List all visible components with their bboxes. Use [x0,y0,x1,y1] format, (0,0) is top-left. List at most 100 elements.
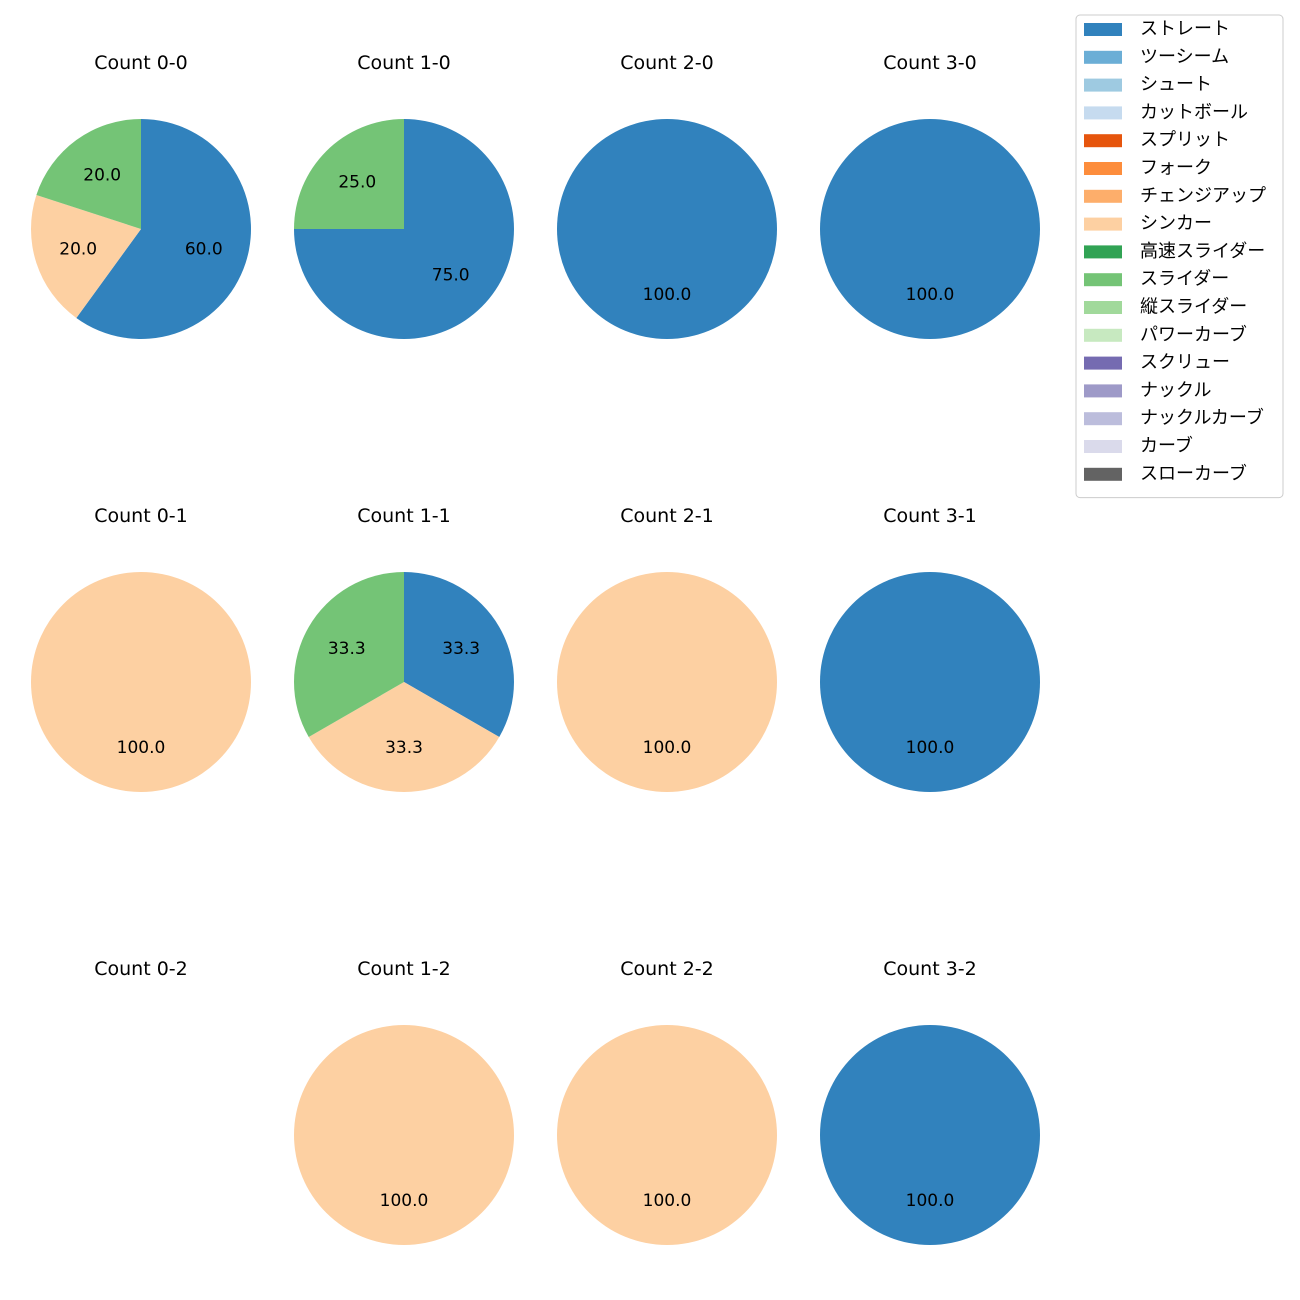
pie-slice [31,572,251,792]
legend-swatch [1084,50,1122,64]
pie-title: Count 0-0 [94,52,188,74]
pie-panel: Count 3-1 100.0 [820,505,1040,792]
pie-slice-label: 100.0 [906,285,955,305]
pie-slice [308,682,500,792]
legend-label: スプリット [1140,130,1230,151]
legend-swatch [1084,217,1122,231]
legend-label: フォーク [1140,158,1212,179]
pie-panel: Count 0-1 100.0 [31,505,251,792]
legend-swatch [1084,412,1122,426]
legend-item: チェンジアップ [1084,185,1266,206]
pie-slice [820,572,1040,792]
legend-swatch [1084,106,1122,120]
pie-title: Count 0-1 [94,505,188,527]
legend-swatch [1084,78,1122,92]
legend-label: シュート [1140,74,1212,95]
pie-slice [820,119,1040,339]
pie-slice-label: 100.0 [380,1191,429,1211]
legend-swatch [1084,23,1122,36]
legend-item: シンカー [1084,213,1212,234]
pie-slice-label: 20.0 [59,239,97,259]
legend: ストレートツーシームシュートカットボールスプリットフォークチェンジアップシンカー… [1075,14,1284,499]
legend-swatch [1084,134,1122,148]
legend-label: ナックル [1140,380,1211,401]
legend-item: カーブ [1084,435,1193,457]
pie-title: Count 3-0 [883,52,977,74]
pie-slice-label: 75.0 [432,266,470,286]
pie-title: Count 3-1 [883,505,977,527]
legend-swatch [1084,384,1122,398]
pie-panel: Count 1-1 33.3 33.3 33.3 [294,505,514,792]
legend-item: シュート [1084,74,1212,95]
pie-panel: Count 1-2 100.0 [294,958,514,1245]
legend-label: カットボール [1140,102,1248,123]
legend-item: フォーク [1084,158,1212,179]
pie-panel: Count 3-2 100.0 [820,958,1040,1245]
legend-label: 縦スライダー [1140,297,1247,318]
pie-title: Count 2-0 [620,52,714,74]
legend-label: ナックルカーブ [1140,407,1264,429]
pie-title: Count 1-0 [357,52,451,74]
pie-panel: Count 2-1 100.0 [557,505,777,792]
pie-slice-label: 100.0 [643,1191,692,1211]
pie-slice [820,1025,1040,1245]
legend-item: カットボール [1084,102,1248,123]
legend-swatch [1084,440,1122,453]
pie-slice-label: 100.0 [906,738,955,758]
pie-slice-label: 100.0 [643,285,692,305]
pie-title: Count 3-2 [883,958,977,980]
legend-label: スローカーブ [1140,462,1247,484]
legend-label: パワーカーブ [1140,323,1247,345]
legend-item: ストレート [1084,19,1230,40]
legend-swatch [1084,301,1122,314]
legend-label: スライダー [1140,269,1229,290]
pie-slice-label: 33.3 [442,639,480,659]
pie-panel: Count 3-0 100.0 [820,52,1040,339]
legend-item: スプリット [1084,130,1230,151]
pie-slice [557,1025,777,1245]
pie-title: Count 2-2 [620,958,714,980]
legend-item: 高速スライダー [1084,241,1265,262]
legend-swatch [1084,328,1122,342]
pie-panel: Count 1-0 75.0 25.0 [294,52,514,339]
legend-label: スクリュー [1140,352,1230,373]
pie-panel: Count 0-2 [94,958,188,980]
pie-slice [294,119,404,229]
pie-slice-label: 100.0 [906,1191,955,1211]
legend-item: ナックルカーブ [1084,407,1264,429]
legend-frame [1075,14,1284,499]
legend-swatch [1084,273,1122,287]
pie-slice [36,119,141,229]
pie-slice [294,1025,514,1245]
legend-label: ツーシーム [1140,46,1229,67]
pie-slice [404,572,514,737]
legend-item: パワーカーブ [1084,323,1247,345]
pie-slice-label: 100.0 [643,738,692,758]
pie-title: Count 1-1 [357,505,451,527]
pie-slice-label: 33.3 [328,639,366,659]
pie-title: Count 1-2 [357,958,451,980]
pie-slice [30,195,141,318]
legend-item: スクリュー [1084,352,1230,373]
pie-slice-label: 60.0 [185,239,223,259]
pie-title: Count 2-1 [620,505,714,527]
legend-label: 高速スライダー [1140,241,1265,262]
pie-slice-label: 100.0 [117,738,166,758]
legend-swatch [1084,356,1122,370]
legend-label: シンカー [1140,213,1212,234]
legend-label: ストレート [1140,19,1230,40]
pie-slice-label: 20.0 [83,166,121,186]
legend-item: ツーシーム [1084,46,1229,67]
pie-panel: Count 2-0 100.0 [557,52,777,339]
pie-panel: Count 2-2 100.0 [557,958,777,1245]
legend-label: カーブ [1140,435,1193,457]
pie-slice [294,572,404,737]
pie-title: Count 0-2 [94,958,188,980]
pie-slice [557,572,777,792]
legend-item: スライダー [1084,269,1229,290]
legend-swatch [1084,245,1122,259]
legend-item: ナックル [1084,380,1211,401]
pie-slice [557,119,777,339]
